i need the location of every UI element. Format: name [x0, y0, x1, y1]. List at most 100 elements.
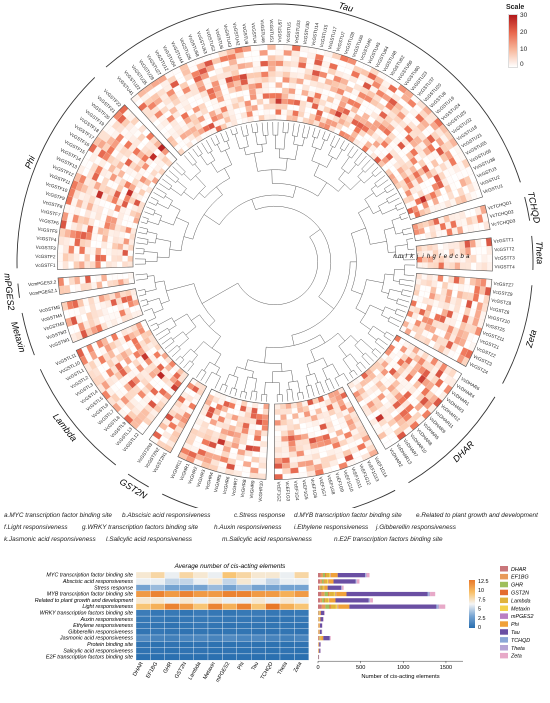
- heatmap-cell: [243, 51, 253, 58]
- heatmap-cell: [244, 100, 252, 107]
- bar-segment: [319, 623, 320, 628]
- heatmap-cell: [431, 280, 438, 288]
- tree-branch: [301, 125, 305, 138]
- heatmap-cell: [437, 274, 444, 283]
- heatmap-cell: [100, 261, 107, 269]
- bar-segment: [319, 642, 321, 647]
- legend-b: b.Abscisic acid responsiveness: [122, 512, 211, 519]
- heatmap-cell: [469, 277, 476, 286]
- heatmap-cell: [292, 104, 300, 112]
- heatmap-cell: [286, 413, 293, 420]
- heatmap-cell: [281, 103, 288, 110]
- heatmap-cell: [432, 262, 439, 269]
- heatmap-cell: [236, 603, 252, 610]
- heatmap-cell: [164, 597, 180, 604]
- heatmap-cell: [222, 603, 237, 610]
- heatmap-column-label: GST2N: [174, 661, 188, 680]
- bar-segment: [320, 573, 323, 578]
- ring-letter-g: g: [433, 254, 437, 260]
- gene-label: VcmPGES2.2: [28, 279, 57, 287]
- tree-branch: [138, 232, 147, 235]
- bar-segment: [333, 579, 356, 584]
- heatmap-cell: [135, 603, 151, 610]
- gene-label: VcTCHQD2: [489, 209, 514, 219]
- tree-branch: [367, 333, 377, 341]
- heatmap-cell: [437, 243, 444, 251]
- heatmap-cell: [164, 653, 180, 661]
- tree-branch: [388, 251, 396, 253]
- tree-branch: [204, 214, 220, 225]
- tree-branch: [350, 179, 362, 190]
- ring-letter-a: a: [466, 254, 470, 260]
- heatmap-cell: [251, 456, 260, 463]
- tree-branch: [165, 174, 176, 183]
- heatmap-column-label: Theta: [277, 661, 289, 676]
- heatmap-cell: [105, 261, 112, 268]
- heatmap-cell: [274, 436, 282, 442]
- heatmap-cell: [294, 584, 309, 592]
- heatmap-cell: [84, 253, 91, 262]
- tree-arc: [311, 160, 327, 168]
- heatmap-cell: [222, 641, 237, 648]
- heatmap-cell: [222, 622, 237, 629]
- heatmap-cell: [257, 104, 264, 111]
- heatmap-cell: [251, 647, 266, 655]
- heatmap-cell: [251, 55, 261, 62]
- tree-branch: [194, 163, 201, 172]
- tree-branch: [140, 221, 147, 224]
- heatmap-column-label: Phi: [237, 661, 246, 671]
- heatmap-cell: [275, 76, 283, 83]
- heatmap-cell: [262, 414, 269, 421]
- heatmap-cell: [207, 634, 223, 642]
- tree-branch: [374, 175, 386, 184]
- tree-branch: [358, 206, 370, 213]
- heatmap-cell: [116, 255, 123, 262]
- heatmap-cell: [421, 244, 428, 252]
- gene-label: VcGHR3: [196, 469, 207, 488]
- bar-segment: [368, 598, 370, 603]
- heatmap-cell: [193, 615, 209, 623]
- tree-branch: [260, 394, 263, 402]
- heatmap-cell: [297, 412, 305, 419]
- tree-branch: [159, 183, 170, 191]
- heatmap-cell: [122, 249, 129, 256]
- heatmap-cell: [251, 653, 266, 661]
- heatmap-cell: [117, 237, 125, 245]
- heatmap-cell: [256, 98, 264, 105]
- heatmap-cell: [78, 253, 85, 262]
- tree-branch: [166, 283, 194, 292]
- heatmap-cell: [254, 424, 263, 431]
- tree-branch: [256, 123, 259, 133]
- heatmap-cell: [251, 571, 266, 579]
- heatmap-cell: [249, 93, 257, 101]
- heatmap-cell: [85, 232, 93, 241]
- tree-branch: [224, 385, 228, 393]
- heatmap-cell: [430, 231, 437, 239]
- heatmap-cell: [426, 274, 433, 281]
- heatmap-cell: [468, 285, 476, 294]
- tree-branch: [146, 206, 156, 211]
- family-label: TCHQD: [526, 191, 542, 225]
- bar-segment: [319, 648, 321, 653]
- tree-branch: [334, 137, 341, 148]
- heatmap-cell: [164, 590, 180, 598]
- heatmap-cell: [416, 262, 423, 269]
- heatmap-cell: [164, 628, 180, 636]
- tree-branch: [305, 386, 310, 398]
- family-block-border: [60, 288, 144, 344]
- heatmap-cell: [150, 634, 165, 642]
- heatmap-cell: [85, 282, 92, 291]
- tree-branch: [370, 241, 387, 245]
- tree-arc: [219, 194, 294, 225]
- heatmap-column-label: mPGES2: [215, 661, 231, 683]
- heatmap-cell: [249, 418, 257, 425]
- heatmap-cell: [265, 634, 281, 642]
- heatmap-cell: [105, 254, 112, 262]
- family-block-border: [274, 386, 379, 480]
- heatmap-cell: [275, 114, 282, 121]
- gene-label: VcEF1G2: [276, 482, 281, 502]
- tree-arc: [173, 209, 181, 226]
- heatmap-cell: [447, 282, 454, 291]
- heatmap-cell: [96, 233, 103, 242]
- heatmap-cell: [486, 254, 493, 263]
